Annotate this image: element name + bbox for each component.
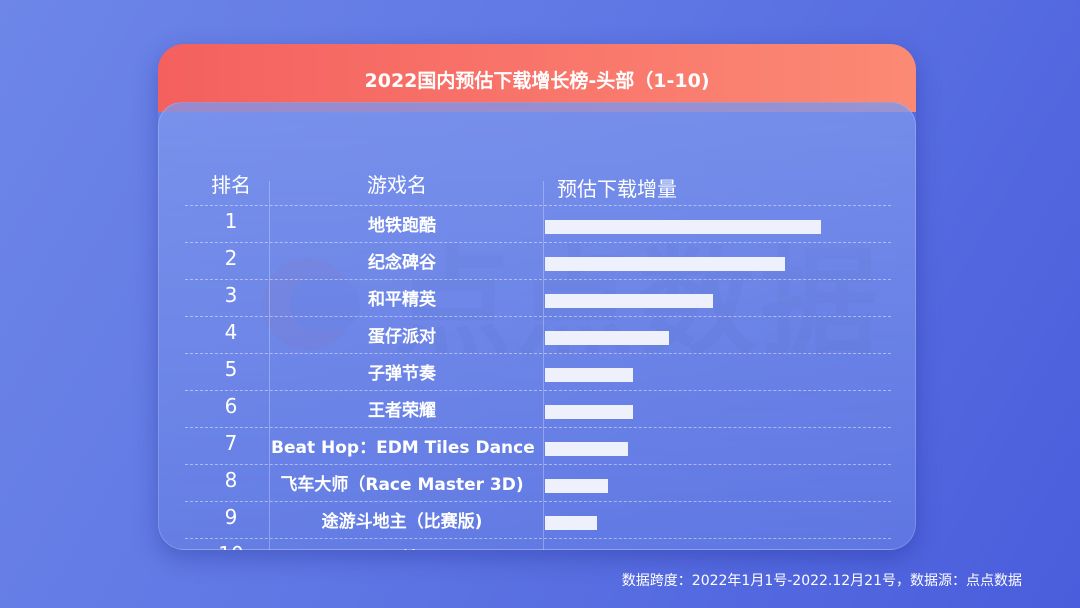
table-body: 排名 游戏名 预估下载增量 1 地铁跑酷 2 纪念碑谷 3 和平精英 4 蛋仔派对 5 子弹节奏 6…	[158, 102, 916, 550]
row-separator	[185, 316, 891, 317]
chart-title: 2022国内预估下载增长榜-头部（1-10)	[158, 44, 916, 112]
rank-cell: 8	[224, 468, 238, 492]
rank-cell: 5	[224, 357, 238, 381]
game-name-cell: 飞车大师（Race Master 3D)	[280, 475, 524, 495]
game-name-cell: Beat Hop：EDM Tiles Dance	[271, 438, 535, 458]
game-name-cell: 原神	[271, 544, 533, 550]
data-source-note: 数据跨度：2022年1月1号-2022.12月21号，数据源：点点数据	[621, 573, 1022, 589]
download-bar	[545, 368, 633, 382]
row-separator	[185, 279, 891, 280]
game-name-cell: 王者荣耀	[368, 401, 436, 421]
column-header-downloads: 预估下载增量	[557, 177, 677, 201]
game-name-cell: 子弹节奏	[368, 364, 436, 384]
download-bar	[545, 220, 821, 234]
game-name-cell: 蛋仔派对	[368, 327, 436, 347]
rank-cell: 9	[224, 505, 238, 529]
download-bar	[545, 442, 628, 456]
row-separator	[185, 390, 891, 391]
rank-cell: 6	[224, 394, 238, 418]
download-bar	[545, 479, 608, 493]
game-name-cell: 和平精英	[368, 290, 436, 310]
rank-cell: 10	[211, 542, 251, 550]
column-divider	[543, 181, 544, 550]
download-bar	[545, 257, 785, 271]
row-separator	[185, 501, 891, 502]
row-separator	[185, 353, 891, 354]
game-name-cell: 纪念碑谷	[368, 253, 436, 273]
game-name-cell: 地铁跑酷	[368, 216, 436, 236]
row-separator	[185, 427, 891, 428]
ranking-card: 2022国内预估下载增长榜-头部（1-10) 排名 游戏名 预估下载增量 1 地铁…	[158, 44, 916, 550]
game-name-cell: 途游斗地主（比赛版)	[321, 512, 483, 532]
download-bar	[545, 516, 597, 530]
rank-cell: 7	[224, 431, 238, 455]
column-divider	[269, 181, 270, 550]
row-separator	[185, 464, 891, 465]
rank-cell: 1	[224, 209, 238, 233]
column-header-game-name: 游戏名	[367, 173, 427, 197]
download-bar	[545, 331, 669, 345]
download-bar	[545, 294, 713, 308]
row-separator	[185, 242, 891, 243]
download-bar	[545, 405, 633, 419]
rank-cell: 4	[224, 320, 238, 344]
rank-cell: 2	[224, 246, 238, 270]
row-separator	[185, 538, 891, 539]
rank-cell: 3	[224, 283, 238, 307]
row-separator	[185, 205, 891, 206]
column-header-rank: 排名	[211, 173, 251, 197]
